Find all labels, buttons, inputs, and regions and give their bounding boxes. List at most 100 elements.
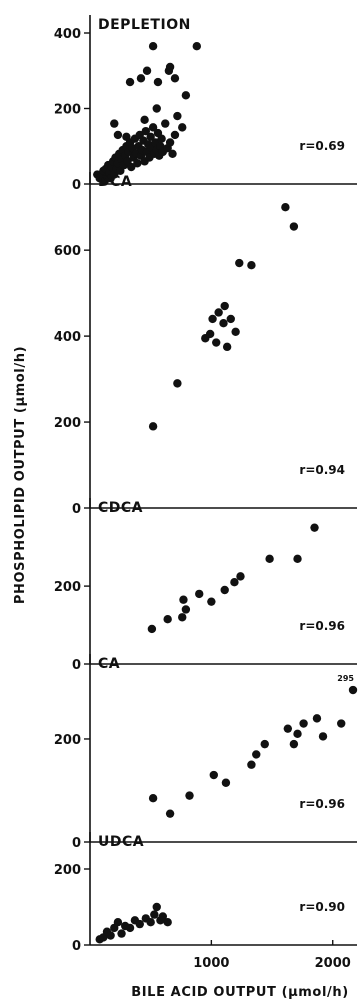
- dca-y-tick-label: 600: [54, 244, 81, 259]
- ca-y-tick-label: 0: [72, 836, 81, 851]
- depletion-data-point: [192, 42, 201, 51]
- depletion-correlation-label: r=0.69: [299, 139, 345, 153]
- depletion-data-point: [148, 123, 158, 132]
- udca-data-point: [152, 902, 161, 912]
- depletion-data-point: [161, 119, 170, 128]
- dca-panel-title: DCA: [98, 174, 132, 190]
- depletion-data-point: [122, 132, 131, 142]
- cdca-data-point: [195, 589, 204, 599]
- cdca-data-point: [179, 595, 188, 604]
- udca-data-point: [125, 923, 135, 933]
- depletion-data-point: [165, 138, 175, 147]
- dca-data-point: [173, 379, 182, 388]
- depletion-y-tick-label: 200: [54, 103, 81, 118]
- cdca-data-point: [265, 554, 274, 564]
- depletion-data-point: [148, 42, 158, 51]
- udca-x-tick-label: 2000: [315, 956, 351, 971]
- udca-data-point: [113, 918, 123, 927]
- x-axis-title: BILE ACID OUTPUT (µmol/h): [131, 985, 349, 1000]
- ca-data-point: [185, 791, 194, 800]
- depletion-data-point: [142, 66, 152, 75]
- ca-point-note: 295: [337, 674, 354, 683]
- dca-data-point: [219, 319, 228, 328]
- cdca-data-point: [181, 605, 191, 614]
- cdca-data-point: [207, 597, 216, 606]
- depletion-data-point: [152, 104, 161, 113]
- ca-data-point: [283, 724, 293, 733]
- udca-x-tick-label: 1000: [193, 956, 229, 971]
- udca-data-point: [158, 912, 168, 921]
- cdca-data-point: [220, 585, 229, 595]
- dca-y-tick-label: 0: [72, 502, 81, 517]
- dca-y-tick-label: 400: [54, 330, 81, 345]
- ca-data-point: [221, 778, 231, 787]
- dca-data-point: [212, 338, 221, 347]
- cdca-y-tick-label: 200: [54, 580, 81, 595]
- depletion-data-point: [170, 74, 180, 83]
- dca-data-point: [289, 222, 299, 231]
- ca-data-point: [165, 809, 175, 818]
- depletion-data-point: [113, 130, 123, 140]
- cdca-data-point: [236, 572, 245, 581]
- dca-data-point: [148, 422, 158, 431]
- depletion-data-point: [136, 74, 146, 83]
- cdca-data-point: [178, 613, 187, 622]
- dca-data-point: [208, 314, 217, 324]
- ca-panel-title: CA: [98, 656, 120, 672]
- ca-data-point: [293, 729, 302, 739]
- dca-correlation-label: r=0.94: [299, 463, 345, 477]
- ca-data-point: [337, 719, 346, 728]
- depletion-data-point: [181, 91, 191, 100]
- cdca-data-point: [147, 624, 157, 634]
- depletion-data-point: [157, 134, 166, 143]
- dca-data-point: [222, 342, 232, 352]
- ca-data-point: [312, 714, 322, 723]
- ca-correlation-label: r=0.96: [299, 797, 345, 811]
- depletion-data-point: [146, 132, 155, 142]
- ca-y-tick-label: 200: [54, 733, 81, 748]
- udca-y-tick-label: 200: [54, 863, 81, 878]
- depletion-data-point: [168, 149, 177, 158]
- dca-data-point: [220, 301, 229, 311]
- depletion-data-point: [127, 162, 136, 172]
- cdca-data-point: [230, 578, 239, 587]
- dca-data-point: [231, 327, 240, 337]
- depletion-y-tick-label: 400: [54, 27, 81, 42]
- ca-data-point: [348, 685, 358, 695]
- depletion-data-point: [153, 77, 163, 87]
- y-axis-title: PHOSPHOLIPID OUTPUT (µmol/h): [13, 346, 28, 604]
- depletion-data-point: [173, 111, 182, 121]
- ca-data-point: [209, 770, 218, 780]
- udca-y-tick-label: 0: [72, 939, 81, 954]
- cdca-panel-title: CDCA: [98, 500, 143, 516]
- udca-correlation-label: r=0.90: [299, 900, 345, 914]
- depletion-data-point: [125, 77, 135, 87]
- ca-data-point: [148, 794, 158, 803]
- dca-data-point: [247, 261, 256, 270]
- depletion-panel-title: DEPLETION: [98, 17, 191, 33]
- udca-data-point: [106, 931, 115, 940]
- dca-y-tick-label: 200: [54, 416, 81, 431]
- dca-data-point: [226, 314, 235, 324]
- cdca-correlation-label: r=0.96: [299, 619, 345, 633]
- dca-data-point: [205, 329, 215, 339]
- udca-data-point: [135, 919, 144, 929]
- depletion-data-point: [178, 123, 187, 132]
- ca-data-point: [252, 750, 261, 759]
- dca-data-point: [281, 202, 290, 212]
- depletion-data-point: [110, 119, 119, 128]
- udca-data-point: [163, 918, 172, 927]
- dca-data-point: [235, 258, 244, 268]
- cdca-data-point: [163, 615, 172, 624]
- depletion-data-point: [165, 62, 175, 72]
- cdca-data-point: [310, 523, 319, 532]
- ca-data-point: [260, 739, 269, 749]
- depletion-data-point: [133, 159, 142, 168]
- depletion-data-point: [170, 130, 180, 140]
- udca-data-point: [146, 918, 155, 927]
- ca-data-point: [247, 760, 256, 769]
- ca-data-point: [289, 739, 299, 749]
- depletion-y-tick-label: 0: [72, 178, 81, 193]
- ca-data-point: [299, 719, 308, 728]
